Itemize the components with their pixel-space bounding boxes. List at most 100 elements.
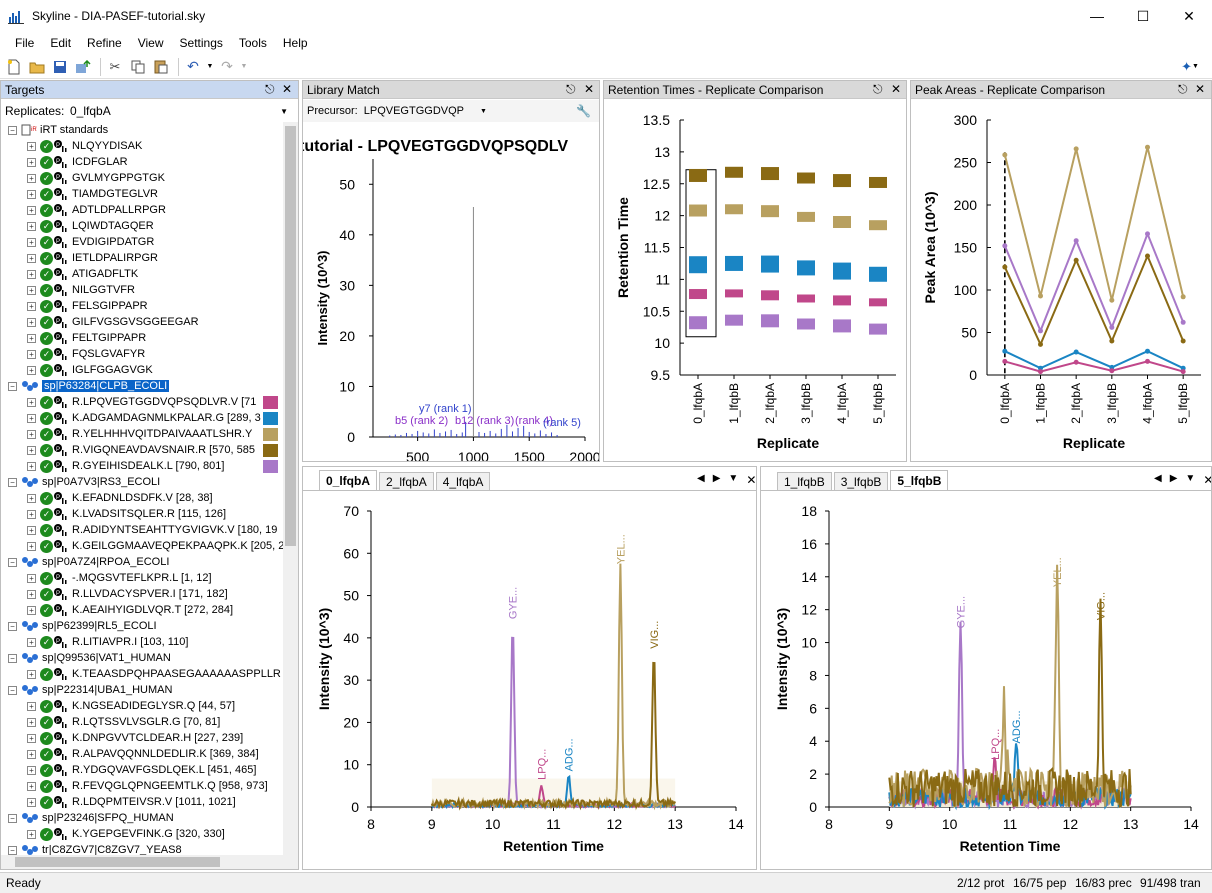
- peptide-node[interactable]: + ✓ P K.YGEPGEVFINK.G [320, 330]: [1, 826, 283, 842]
- menu-tools[interactable]: Tools: [238, 36, 267, 50]
- peptide-node[interactable]: + ✓ P R.LPQVEGTGGDVQPSQDLVR.V [71: [1, 394, 283, 410]
- peptide-node[interactable]: + ✓ P R.YELHHHVQITDPAIVAAATLSHR.Y: [1, 426, 283, 442]
- peptide-node[interactable]: + ✓ P R.LDQPMTEIVSR.V [1011, 1021]: [1, 794, 283, 810]
- expand-toggle-icon[interactable]: +: [27, 717, 36, 727]
- peak-areas-chart[interactable]: 0 50 100 150 200 250 300 0_lfqbA 1_lfqbB 2_lfqbA 3…: [911, 100, 1211, 461]
- expand-toggle-icon[interactable]: +: [27, 701, 36, 711]
- publish-button[interactable]: [73, 57, 93, 77]
- scrollbar-thumb[interactable]: [285, 126, 296, 546]
- expand-toggle-icon[interactable]: −: [8, 125, 17, 135]
- peptide-node[interactable]: + ✓ P LQIWDTAGQER: [1, 218, 283, 234]
- peptide-node[interactable]: + ✓ P R.FEVQGLQPNGEEMTLK.Q [958, 973]: [1, 778, 283, 794]
- protein-node[interactable]: − sp|Q99536|VAT1_HUMAN: [1, 650, 283, 666]
- expand-toggle-icon[interactable]: +: [27, 253, 36, 263]
- expand-toggle-icon[interactable]: +: [27, 333, 36, 343]
- expand-toggle-icon[interactable]: +: [27, 541, 36, 551]
- peptide-node[interactable]: + ✓ P IETLDPALIRPGR: [1, 250, 283, 266]
- peptide-node[interactable]: + ✓ P R.YDGQVAVFGSDLQEK.L [451, 465]: [1, 762, 283, 778]
- tab-5-lfqbB[interactable]: 5_lfqbB: [890, 470, 949, 491]
- expand-toggle-icon[interactable]: +: [27, 509, 36, 519]
- pin-icon[interactable]: ⎋: [1178, 82, 1188, 96]
- tab-3-lfqbB[interactable]: 3_lfqbB: [833, 472, 889, 491]
- tab-2-lfqbA[interactable]: 2_lfqbA: [379, 472, 434, 491]
- tab-1-lfqbB[interactable]: 1_lfqbB: [777, 472, 832, 491]
- expand-toggle-icon[interactable]: +: [27, 237, 36, 247]
- peptide-node[interactable]: + ✓ P ICDFGLAR: [1, 154, 283, 170]
- peptide-node[interactable]: + ✓ P GVLMYGPPGTGK: [1, 170, 283, 186]
- expand-toggle-icon[interactable]: +: [27, 317, 36, 327]
- peptide-node[interactable]: + ✓ P GILFVGSGVSGGEEGAR: [1, 314, 283, 330]
- peptide-node[interactable]: + ✓ P FELSGIPPAPR: [1, 298, 283, 314]
- tab-4-lfqbA[interactable]: 4_lfqbA: [435, 472, 491, 491]
- menu-view[interactable]: View: [137, 36, 164, 50]
- protein-node[interactable]: − sp|P63284|CLPB_ECOLI: [1, 378, 283, 394]
- pin-icon[interactable]: ⎋: [873, 82, 883, 96]
- peptide-node[interactable]: + ✓ P R.LITIAVPR.I [103, 110]: [1, 634, 283, 650]
- library-spectrum-chart[interactable]: tutorial - LPQVEGTGGDVQPSQDLV 0 10 20 30 40 50…: [303, 123, 599, 461]
- copy-button[interactable]: [128, 57, 148, 77]
- pin-icon[interactable]: ⎋: [265, 82, 275, 96]
- tab-right-icon[interactable]: ▶: [1169, 473, 1178, 484]
- expand-toggle-icon[interactable]: +: [27, 285, 36, 295]
- expand-toggle-icon[interactable]: +: [27, 189, 36, 199]
- peptide-node[interactable]: + ✓ P R.VIGQNEAVDAVSNAIR.R [570, 585: [1, 442, 283, 458]
- peptide-node[interactable]: + ✓ P K.LVADSITSQLER.R [115, 126]: [1, 506, 283, 522]
- expand-toggle-icon[interactable]: +: [27, 733, 36, 743]
- undo-dropdown[interactable]: ▼: [206, 57, 214, 77]
- peptide-node[interactable]: + ✓ P K.AEAIHYIGDLVQR.T [272, 284]: [1, 602, 283, 618]
- peptide-node[interactable]: + ✓ P K.TEAASDPQHPAASEGAAAAAASPPLLR: [1, 666, 283, 682]
- expand-toggle-icon[interactable]: +: [27, 205, 36, 215]
- chromatogram-chart-a[interactable]: 0 10 20 30 40 50 60 70 8 9 10 11 12 13 14 GYE... LPQ... A…: [303, 491, 756, 869]
- peptide-node[interactable]: + ✓ P R.LQTSSVLVSGLR.G [70, 81]: [1, 714, 283, 730]
- irt-group-node[interactable]: − iRTiRT standards: [1, 122, 283, 138]
- expand-toggle-icon[interactable]: +: [27, 749, 36, 759]
- peptide-node[interactable]: + ✓ P TIAMDGTEGLVR: [1, 186, 283, 202]
- peptide-node[interactable]: + ✓ P R.GYEIHISDEALK.L [790, 801]: [1, 458, 283, 474]
- expand-toggle-icon[interactable]: −: [8, 813, 17, 823]
- peptide-node[interactable]: + ✓ P -.MQGSVTEFLKPR.L [1, 12]: [1, 570, 283, 586]
- expand-toggle-icon[interactable]: −: [8, 685, 17, 695]
- expand-toggle-icon[interactable]: −: [8, 653, 17, 663]
- open-file-button[interactable]: [27, 57, 47, 77]
- expand-toggle-icon[interactable]: +: [27, 269, 36, 279]
- tab-right-icon[interactable]: ▶: [712, 473, 721, 484]
- expand-toggle-icon[interactable]: +: [27, 429, 36, 439]
- protein-node[interactable]: − sp|P0A7V3|RS3_ECOLI: [1, 474, 283, 490]
- tab-list-icon[interactable]: ▼: [1185, 473, 1196, 484]
- tab-0-lfqbA[interactable]: 0_lfqbA: [319, 470, 378, 491]
- expand-toggle-icon[interactable]: +: [27, 461, 36, 471]
- close-icon[interactable]: ✕: [1195, 82, 1206, 96]
- protein-node[interactable]: − sp|P22314|UBA1_HUMAN: [1, 682, 283, 698]
- expand-toggle-icon[interactable]: +: [27, 445, 36, 455]
- menu-help[interactable]: Help: [282, 36, 308, 50]
- peptide-node[interactable]: + ✓ P ATIGADFLTK: [1, 266, 283, 282]
- chromatogram-chart-b[interactable]: 0 2 4 6 8 10 12 14 16 18 8 9 10 11 12 13 14 GYE... LPQ... A…: [761, 491, 1211, 869]
- expand-toggle-icon[interactable]: −: [8, 381, 17, 391]
- expand-toggle-icon[interactable]: −: [8, 557, 17, 567]
- peptide-node[interactable]: + ✓ P K.ADGAMDAGNMLKPALAR.G [289, 3: [1, 410, 283, 426]
- peptide-node[interactable]: + ✓ P FELTGIPPAPR: [1, 330, 283, 346]
- peptide-node[interactable]: + ✓ P K.GEILGGMAAVEQPEKPAAQPK.K [205, 2: [1, 538, 283, 554]
- expand-toggle-icon[interactable]: +: [27, 829, 36, 839]
- menu-edit[interactable]: Edit: [50, 36, 72, 50]
- maximize-button[interactable]: ☐: [1136, 7, 1150, 24]
- close-icon[interactable]: ✕: [746, 473, 757, 487]
- expand-toggle-icon[interactable]: +: [27, 173, 36, 183]
- expand-toggle-icon[interactable]: +: [27, 765, 36, 775]
- expand-toggle-icon[interactable]: +: [27, 397, 36, 407]
- close-icon[interactable]: ✕: [282, 82, 293, 96]
- protein-node[interactable]: − sp|P0A7Z4|RPOA_ECOLI: [1, 554, 283, 570]
- expand-toggle-icon[interactable]: +: [27, 413, 36, 423]
- redo-dropdown[interactable]: ▼: [240, 57, 248, 77]
- precursor-dropdown[interactable]: LPQVEGTGGDVQP: [363, 105, 464, 117]
- paste-button[interactable]: [151, 57, 171, 77]
- menu-file[interactable]: File: [15, 36, 35, 50]
- menu-refine[interactable]: Refine: [87, 36, 122, 50]
- tab-left-icon[interactable]: ◀: [697, 473, 705, 484]
- chevron-down-icon[interactable]: ▼: [480, 107, 487, 115]
- replicates-dropdown[interactable]: 0_lfqbA ▼: [65, 102, 293, 120]
- settings-wrench-icon[interactable]: 🔧: [576, 104, 591, 118]
- peptide-node[interactable]: + ✓ P K.NGSEADIDEGLYSR.Q [44, 57]: [1, 698, 283, 714]
- peptide-node[interactable]: + ✓ P ADTLDPALLRPGR: [1, 202, 283, 218]
- expand-toggle-icon[interactable]: −: [8, 621, 17, 631]
